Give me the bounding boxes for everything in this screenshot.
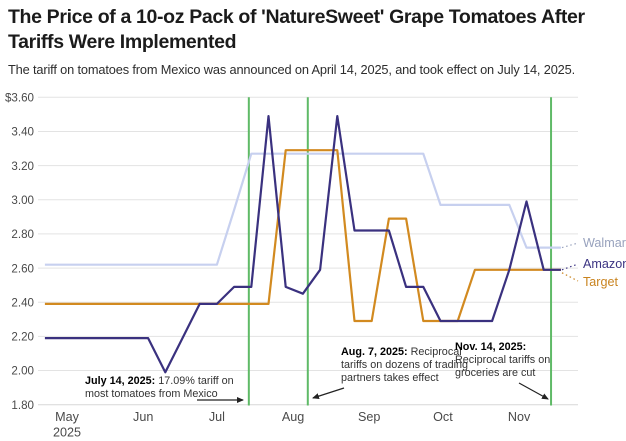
x-axis-year-label: 2025	[53, 426, 81, 440]
series-line-target	[44, 149, 561, 323]
x-axis-month-label: Jun	[133, 410, 153, 424]
annotation-date: July 14, 2025:	[85, 375, 159, 387]
y-axis-tick-label: 2.80	[11, 228, 34, 241]
legend-leader-target	[561, 272, 579, 282]
y-axis-tick-label: 3.40	[11, 126, 34, 139]
y-axis-tick-label: 3.00	[11, 194, 34, 207]
annotation-2025-07-14: July 14, 2025: 17.09% tariff on most tom…	[85, 375, 234, 400]
legend-label-walmart: Walmart	[583, 236, 626, 250]
y-axis-tick-label: $3.60	[5, 92, 34, 105]
annotation-arrow-2025-11-14	[518, 382, 549, 400]
y-axis-tick-label: 3.20	[11, 160, 34, 173]
annotation-2025-08-07: Aug. 7, 2025: Reciprocal tariffs on doze…	[341, 346, 469, 384]
x-axis-month-label: Sep	[358, 410, 380, 424]
x-axis-month-label: Jul	[209, 410, 225, 424]
annotation-arrow-2025-08-07	[312, 387, 345, 400]
series-line-amazon	[44, 114, 561, 374]
chart-header: The Price of a 10-oz Pack of 'NatureSwee…	[8, 5, 624, 77]
legend-leader-walmart	[561, 242, 579, 249]
chart-subtitle: The tariff on tomatoes from Mexico was a…	[8, 62, 575, 77]
y-axis-tick-label: 2.60	[11, 262, 34, 275]
legend-label-amazon: Amazon	[583, 257, 626, 271]
legend-leader-amazon	[561, 263, 579, 271]
x-axis-month-label: Oct	[433, 410, 453, 424]
chart-title: The Price of a 10-oz Pack of 'NatureSwee…	[8, 6, 585, 53]
x-axis-month-label: Aug	[282, 410, 304, 424]
legend-label-target: Target	[583, 275, 619, 289]
x-axis-month-label: May	[55, 410, 79, 424]
y-axis-tick-label: 2.20	[11, 331, 34, 344]
annotation-date: Aug. 7, 2025:	[341, 346, 411, 358]
annotation-2025-11-14: Nov. 14, 2025: Reciprocal tariffs on gro…	[455, 341, 551, 379]
x-axis-month-label: Nov	[508, 410, 531, 424]
annotation-date: Nov. 14, 2025:	[455, 341, 527, 353]
y-axis-tick-label: 1.80	[11, 399, 34, 412]
y-axis-tick-label: 2.40	[11, 296, 34, 309]
series-line-walmart	[44, 152, 561, 266]
y-axis-tick-label: 2.00	[11, 365, 34, 378]
